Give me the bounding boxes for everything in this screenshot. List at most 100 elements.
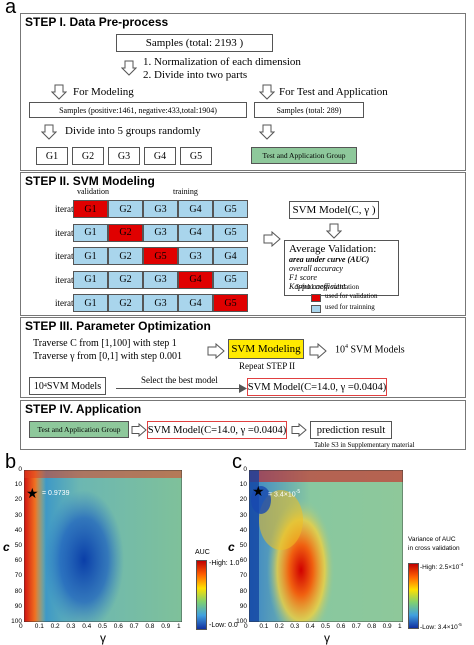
training-cell: G2: [108, 270, 143, 289]
training-cell: G4: [178, 200, 213, 218]
training-cell: G4: [178, 223, 213, 242]
step4-title: STEP IV. Application: [25, 402, 142, 416]
heatmap-c-star-label: = 3.4×10-5: [268, 489, 301, 499]
training-cell: G5: [213, 200, 248, 218]
legend-validation-swatch: [311, 294, 321, 302]
prediction-result-box: prediction result: [310, 421, 392, 439]
heatmap_b-tick-label: 10: [14, 481, 22, 489]
heatmap_c-tick-label: 50: [239, 542, 247, 549]
heatmap_b-tick-label: 0.6: [113, 623, 123, 630]
heatmap_c-tick-label: 0.5: [321, 623, 331, 630]
heatmap_b-tick-label: 20: [14, 496, 22, 504]
heatmap_c-tick-label: 10: [239, 481, 247, 489]
heatmap-c-ylabel: c: [228, 540, 235, 554]
avg-auc: area under curve (AUC): [289, 255, 370, 264]
training-cell: G2: [108, 200, 143, 218]
validation-cell: G2: [108, 223, 143, 242]
heatmap-c-xlabel: γ: [324, 631, 330, 645]
heatmap_c-tick-label: 0.2: [274, 623, 284, 630]
down-arrow-icon: [259, 124, 275, 140]
legend-title: 5-fold cross validation: [296, 283, 359, 291]
heatmap-c: [249, 470, 403, 622]
traverse-gamma: Traverse γ from [0,1] with step 0.001: [33, 351, 183, 362]
heatmap_c-tick-label: 0.8: [367, 623, 377, 630]
step1-panel: STEP I. Data Pre-process Samples (total:…: [20, 13, 466, 171]
heatmap_b-tick-label: 50: [14, 542, 22, 549]
test-application-group-box: Test and Application Group: [29, 421, 129, 438]
down-arrow-icon: [121, 60, 137, 76]
heatmap_c-tick-label: 20: [239, 496, 247, 504]
training-cell: G3: [143, 200, 178, 218]
repeat-step2: Repeat STEP II: [239, 361, 296, 371]
heatmap_b-tick-label: 70: [14, 572, 22, 580]
heatmap-c-colorbar-title2: in cross validation: [408, 545, 460, 552]
heatmap-b-colorbar: [196, 560, 207, 630]
heatmap_c-tick-label: 0.3: [290, 623, 300, 630]
training-cell: G2: [108, 247, 143, 265]
application-model-box: SVM Model(C=14.0, γ =0.0404): [147, 421, 287, 439]
right-arrow-icon: [291, 423, 307, 437]
heatmap_b-tick-label: 1: [177, 623, 181, 630]
heatmap-b-low-label: -Low: 0.0: [209, 622, 238, 629]
right-arrow-icon: [263, 231, 281, 247]
avg-accuracy: overall accuracy: [289, 264, 343, 273]
heatmap_b-tick-label: 0.3: [66, 623, 76, 630]
legend-training-swatch: [311, 305, 321, 313]
training-cell: G1: [73, 247, 108, 265]
samples-total-box: Samples (total: 2193 ): [116, 34, 273, 52]
heatmap_c-tick-label: 70: [239, 572, 247, 580]
validation-cell: G5: [143, 247, 178, 265]
right-arrow-icon: [207, 343, 225, 359]
validation-cell: G4: [178, 270, 213, 289]
training-cell: G3: [143, 294, 178, 312]
heatmap_c-tick-label: 0.1: [259, 623, 269, 630]
heatmap-c-low-label: -Low: 3.4×10-5: [420, 622, 462, 632]
validation-cell: G5: [213, 294, 248, 312]
svm-model-box: SVM Model(C, γ ): [289, 201, 379, 219]
group-box: G5: [180, 147, 212, 165]
star-icon: ★: [252, 485, 265, 500]
avg-validation-title: Average Validation:: [289, 243, 377, 255]
models-count-left: 10 4 SVM Models: [29, 377, 106, 395]
heatmap-b-colorbar-title: AUC: [195, 549, 210, 556]
heatmap-c-colorbar: [408, 563, 419, 629]
best-model-box: SVM Model(C=14.0, γ =0.0404): [247, 378, 387, 396]
heatmap_b-tick-label: 0.2: [50, 623, 60, 630]
heatmap_c-tick-label: 90: [239, 602, 247, 610]
training-cell: G4: [178, 294, 213, 312]
traverse-c: Traverse C from [1,100] with step 1: [33, 338, 177, 349]
step1-title: STEP I. Data Pre-process: [25, 15, 169, 29]
test-samples-box: Samples (total: 289): [254, 102, 364, 118]
panel-label-c: c: [232, 451, 242, 473]
heatmap_b-tick-label: 30: [14, 511, 22, 519]
heatmap_c-tick-label: 60: [239, 557, 247, 565]
validation-cell: G1: [73, 200, 108, 218]
right-arrow-icon: [309, 343, 327, 359]
training-cell: G4: [213, 247, 248, 265]
training-cell: G3: [143, 223, 178, 242]
group-box: G3: [108, 147, 140, 165]
models-count-right: 104 SVM Models: [335, 344, 405, 356]
training-cell: G3: [143, 270, 178, 289]
test-application-group-box: Test and Application Group: [251, 147, 357, 164]
heatmap_b-tick-label: 0.1: [34, 623, 44, 630]
heatmap_c-tick-label: 1: [398, 623, 402, 630]
training-cell: G1: [73, 223, 108, 242]
heatmap_c-tick-label: 0: [243, 466, 247, 473]
heatmap-b-star-label: = 0.9739: [42, 490, 70, 497]
heatmap-b: [24, 470, 182, 622]
heatmap_c-tick-label: 100: [236, 618, 247, 625]
heatmap-b-high-label: -High: 1.0: [209, 560, 240, 567]
avg-f1: F1 score: [289, 273, 317, 282]
heatmap_b-tick-label: 0: [18, 466, 22, 473]
heatmap_c-tick-label: 0.6: [336, 623, 346, 630]
heatmap_c-tick-label: 30: [239, 511, 247, 519]
training-cell: G2: [108, 294, 143, 312]
heatmap_b-tick-label: 0: [19, 623, 23, 630]
down-arrow-icon: [259, 84, 275, 100]
validation-label: validation: [77, 187, 109, 196]
heatmap_c-tick-label: 40: [239, 526, 247, 534]
step2-panel: STEP II. SVM Modeling validation trainin…: [20, 172, 466, 316]
star-icon: ★: [26, 487, 39, 502]
group-box: G2: [72, 147, 104, 165]
